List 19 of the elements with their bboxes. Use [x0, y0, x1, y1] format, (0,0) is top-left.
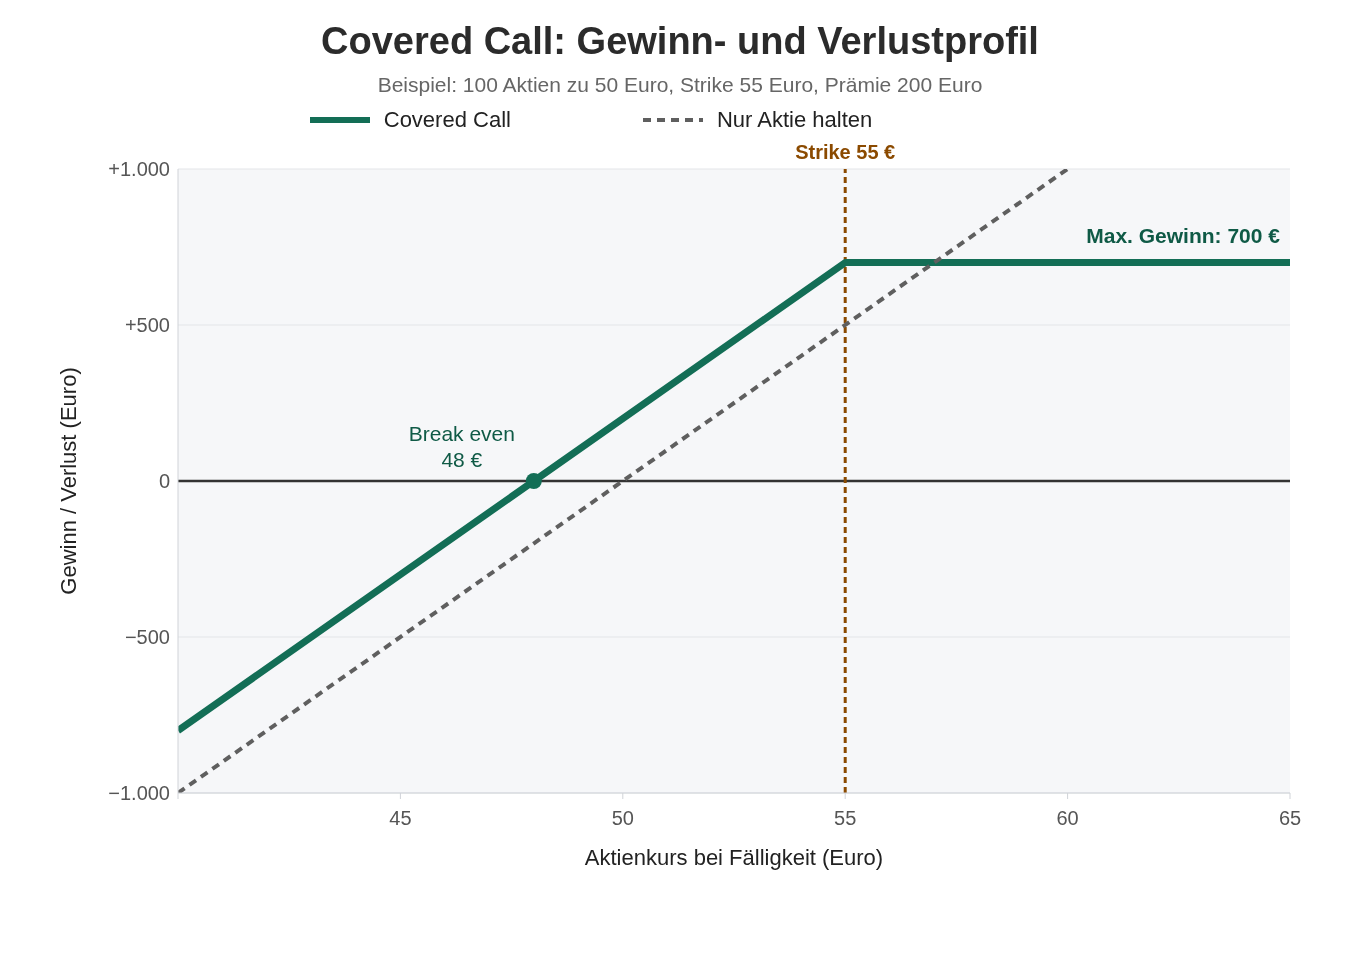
- x-tick-label: 55: [834, 807, 857, 830]
- annotation: Break even 48 €: [408, 422, 515, 471]
- x-tick-label: 45: [389, 807, 412, 830]
- chart-subtitle: Beispiel: 100 Aktien zu 50 Euro, Strike 55 Euro, Prämie 200 Euro: [376, 73, 984, 97]
- y-tick-label: +500: [124, 314, 170, 337]
- y-tick-label: −1.000: [108, 782, 170, 805]
- x-tick-label: 50: [611, 807, 634, 830]
- legend-label: Covered Call: [383, 107, 511, 133]
- chart-title: Covered Call: Gewinn- und Verlustprofil: [320, 20, 1040, 63]
- y-axis-title: Gewinn / Verlust (Euro): [55, 367, 81, 595]
- x-tick-label: 60: [1056, 807, 1079, 830]
- y-tick-label: −500: [124, 626, 170, 649]
- annotation: Max. Gewinn: 700 €: [1086, 223, 1281, 247]
- y-tick-label: 0: [158, 470, 170, 493]
- ref-line-label: Strike 55 €: [795, 141, 896, 163]
- x-tick-label: 65: [1278, 807, 1302, 830]
- legend-label: Nur Aktie halten: [716, 107, 873, 133]
- x-axis-title: Aktienkurs bei Fälligkeit (Euro): [584, 845, 884, 870]
- y-tick-label: +1.000: [108, 158, 170, 181]
